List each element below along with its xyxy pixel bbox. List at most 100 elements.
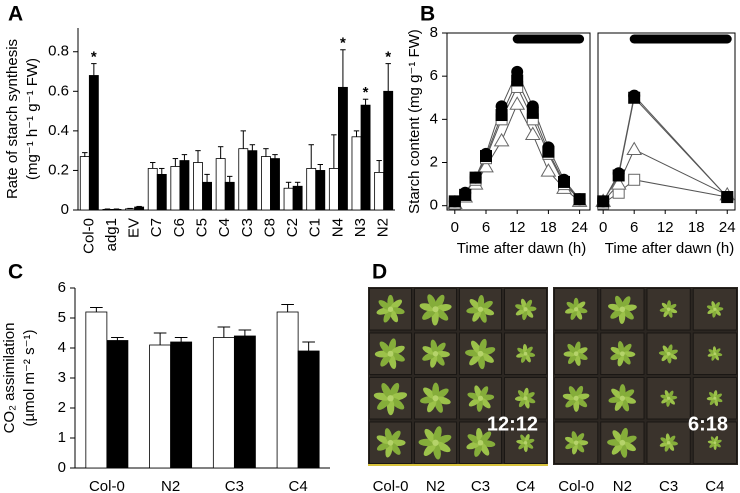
bar: [224, 181, 235, 211]
marker: [480, 147, 492, 160]
bar: [270, 158, 280, 211]
bar: [147, 168, 158, 211]
error-bar: [90, 307, 103, 312]
photo-column-label: C4: [705, 478, 724, 493]
photo-column-label: C3: [659, 478, 678, 493]
leaf: [468, 397, 481, 407]
rosette-center: [432, 351, 439, 357]
y-tick-label: 6: [430, 67, 438, 84]
y-tick-label: 6: [58, 279, 66, 296]
leaf: [667, 344, 673, 354]
y-axis-label: Rate of starch synthesis: [4, 39, 21, 199]
photo-column-label: N2: [426, 478, 445, 493]
leaf: [709, 398, 716, 406]
leaf: [571, 431, 578, 443]
bar: [374, 172, 385, 211]
leaf: [434, 294, 445, 310]
x-tick-label: N3: [352, 218, 369, 237]
error-bar: [263, 148, 269, 157]
leaf: [434, 353, 445, 366]
x-tick-label: C6: [171, 218, 188, 237]
bar: [156, 173, 167, 211]
panel-letter: C: [8, 261, 23, 284]
leaf: [714, 393, 722, 399]
y-tick-label: 3: [58, 369, 66, 386]
bar: [106, 340, 129, 469]
marker: [628, 173, 641, 186]
bar: [79, 156, 90, 211]
photo-column-label: N2: [613, 478, 632, 493]
bar: [149, 344, 172, 469]
leaf: [710, 436, 716, 443]
leaf: [568, 386, 578, 399]
y-tick-label: 0: [61, 201, 69, 218]
leaf: [614, 398, 624, 411]
x-tick-label: C8: [261, 218, 278, 237]
leaf: [610, 346, 623, 355]
leaf: [714, 348, 721, 355]
photo-panel: 12:12 Col-0 N2 C3 C4 6:18 Col-0 N2 C3 C4: [368, 287, 738, 493]
leaf: [432, 382, 440, 399]
panel-letter: B: [420, 3, 435, 26]
leaf: [479, 386, 489, 399]
plot-frame: [446, 32, 591, 211]
leaf: [619, 384, 626, 399]
leaf: [621, 296, 631, 310]
bar: [233, 335, 256, 469]
marker: [469, 171, 482, 184]
leaf: [709, 392, 716, 399]
leaf: [515, 304, 526, 311]
significance-mark: *: [385, 49, 391, 66]
leaf: [567, 343, 577, 355]
leaf: [711, 353, 716, 361]
leaf: [390, 397, 405, 410]
rosette-center: [477, 350, 484, 357]
leaf: [661, 397, 669, 404]
y-axis-label: Starch content (mg g⁻¹ FW): [406, 29, 423, 214]
error-bar: [204, 173, 210, 183]
bar: [125, 208, 136, 211]
x-tick-label: C3: [239, 218, 256, 237]
x-tick-label: N2: [375, 218, 392, 237]
leaf: [525, 438, 535, 444]
y-tick-label: 2: [58, 399, 66, 416]
error-bar: [82, 152, 88, 157]
error-bar: [302, 341, 315, 351]
x-tick-label: 6: [482, 219, 490, 236]
rosette-center: [477, 439, 484, 446]
leaf: [617, 341, 625, 354]
leaf: [422, 346, 436, 355]
leaf: [433, 426, 442, 443]
rosette-center: [619, 439, 626, 446]
leaf: [517, 347, 526, 355]
bar: [383, 90, 394, 211]
leaf: [615, 295, 624, 310]
leaf: [472, 309, 482, 322]
bar: [261, 156, 271, 211]
bar: [297, 350, 320, 469]
rosette-center: [523, 307, 528, 312]
rosette-center: [387, 350, 394, 357]
plot-frame: [597, 32, 736, 211]
rosette-center: [713, 352, 717, 356]
bar: [170, 341, 193, 469]
leaf: [469, 353, 482, 366]
leaf: [661, 302, 669, 310]
leaf: [377, 397, 391, 410]
leaf: [383, 309, 392, 323]
leaf: [423, 387, 436, 399]
error-bar: [217, 326, 231, 338]
y-tick-label: 0.2: [48, 161, 69, 178]
x-tick-label: EV: [126, 218, 143, 238]
rosette-center: [523, 351, 528, 356]
leaf: [575, 301, 586, 310]
marker: [542, 141, 555, 154]
error-bar: [91, 63, 97, 76]
bar: [215, 158, 226, 211]
x-axis-label: Time after dawn (h): [605, 240, 735, 257]
error-bar: [195, 150, 201, 163]
error-bar: [317, 164, 323, 171]
leaf: [390, 352, 405, 362]
marker: [526, 100, 539, 113]
